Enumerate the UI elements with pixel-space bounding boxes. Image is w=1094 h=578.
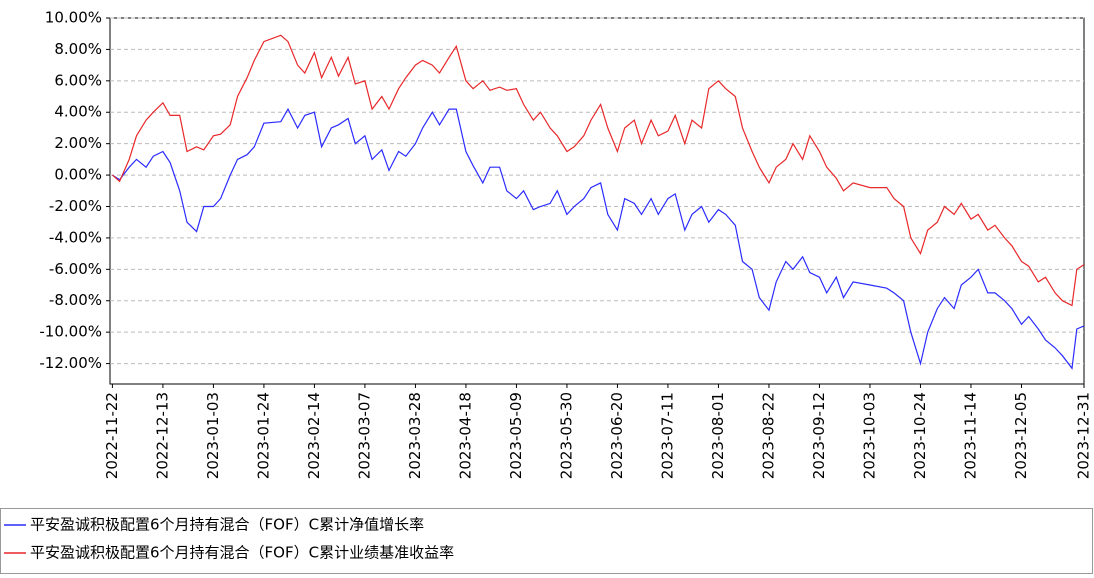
x-tick-label: 2023-02-14 xyxy=(305,392,323,479)
x-tick-label: 2023-07-11 xyxy=(658,392,676,479)
x-tick-label: 2023-08-22 xyxy=(759,392,777,479)
y-tick-label: -10.00% xyxy=(39,323,102,341)
x-tick-label: 2023-03-07 xyxy=(355,392,373,479)
y-tick-label: 10.00% xyxy=(45,9,102,27)
y-tick-label: 6.00% xyxy=(54,71,102,89)
y-tick-label: 8.00% xyxy=(54,40,102,58)
y-tick-label: 2.00% xyxy=(54,134,102,152)
x-tick-label: 2023-04-18 xyxy=(456,392,474,479)
y-tick-label: 4.00% xyxy=(54,103,102,121)
plot-area xyxy=(109,17,1085,385)
x-tick-label: 2023-10-03 xyxy=(860,392,878,479)
legend-box xyxy=(0,508,1093,574)
x-tick-label: 2023-12-05 xyxy=(1012,392,1030,479)
y-tick-label: -8.00% xyxy=(49,291,102,309)
x-tick-label: 2023-05-30 xyxy=(557,392,575,479)
x-tick-label: 2023-05-09 xyxy=(507,392,525,479)
legend-label: 平安盈诚积极配置6个月持有混合（FOF）C累计业绩基准收益率 xyxy=(30,544,454,562)
y-tick-label: 0.00% xyxy=(54,166,102,184)
x-tick-label: 2023-03-28 xyxy=(406,392,424,479)
x-tick-label: 2022-12-13 xyxy=(153,392,171,479)
legend-label: 平安盈诚积极配置6个月持有混合（FOF）C累计净值增长率 xyxy=(30,516,424,534)
x-tick-label: 2023-11-14 xyxy=(961,392,979,479)
x-tick-label: 2023-01-03 xyxy=(204,392,222,479)
x-tick-label: 2023-01-24 xyxy=(254,392,272,479)
x-tick-label: 2023-09-12 xyxy=(810,392,828,479)
series-line xyxy=(112,34,1085,307)
x-tick-label: 2022-11-22 xyxy=(103,392,121,479)
series-line xyxy=(112,107,1085,370)
x-tick-label: 2023-08-01 xyxy=(709,392,727,479)
x-tick-label: 2023-12-31 xyxy=(1075,392,1093,479)
y-tick-label: -12.00% xyxy=(39,354,102,372)
y-tick-label: -2.00% xyxy=(49,197,102,215)
y-tick-label: -6.00% xyxy=(49,260,102,278)
x-tick-label: 2023-06-20 xyxy=(608,392,626,479)
x-tick-label: 2023-10-24 xyxy=(911,392,929,479)
y-tick-label: -4.00% xyxy=(49,228,102,246)
